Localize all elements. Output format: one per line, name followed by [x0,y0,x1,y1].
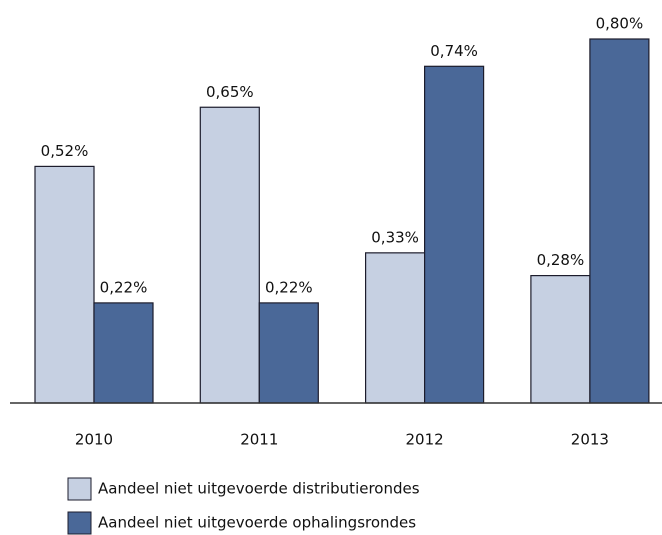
data-label: 0,65% [206,83,254,101]
legend-swatch [67,477,92,501]
bar [258,302,319,404]
data-label: 0,22% [265,278,313,296]
legend-swatch [67,511,92,535]
x-tick-label: 2012 [406,431,444,449]
x-tick-label: 2010 [75,431,113,449]
legend-label: Aandeel niet uitgevoerde ophalingsrondes [98,514,416,532]
data-label: 0,33% [371,228,419,246]
data-label: 0,28% [537,251,585,269]
data-label: 0,80% [596,15,644,33]
bar [34,165,95,404]
x-tick-label: 2011 [240,431,278,449]
bar [589,38,650,404]
data-label: 0,52% [41,142,89,160]
x-tick-label: 2013 [571,431,609,449]
legend-label: Aandeel niet uitgevoerde distributierond… [98,480,420,498]
bar [93,302,154,404]
bar [530,275,591,404]
bar [365,252,426,404]
data-label: 0,22% [100,278,148,296]
bar [199,106,260,404]
bar [424,65,485,404]
data-label: 0,74% [430,42,478,60]
